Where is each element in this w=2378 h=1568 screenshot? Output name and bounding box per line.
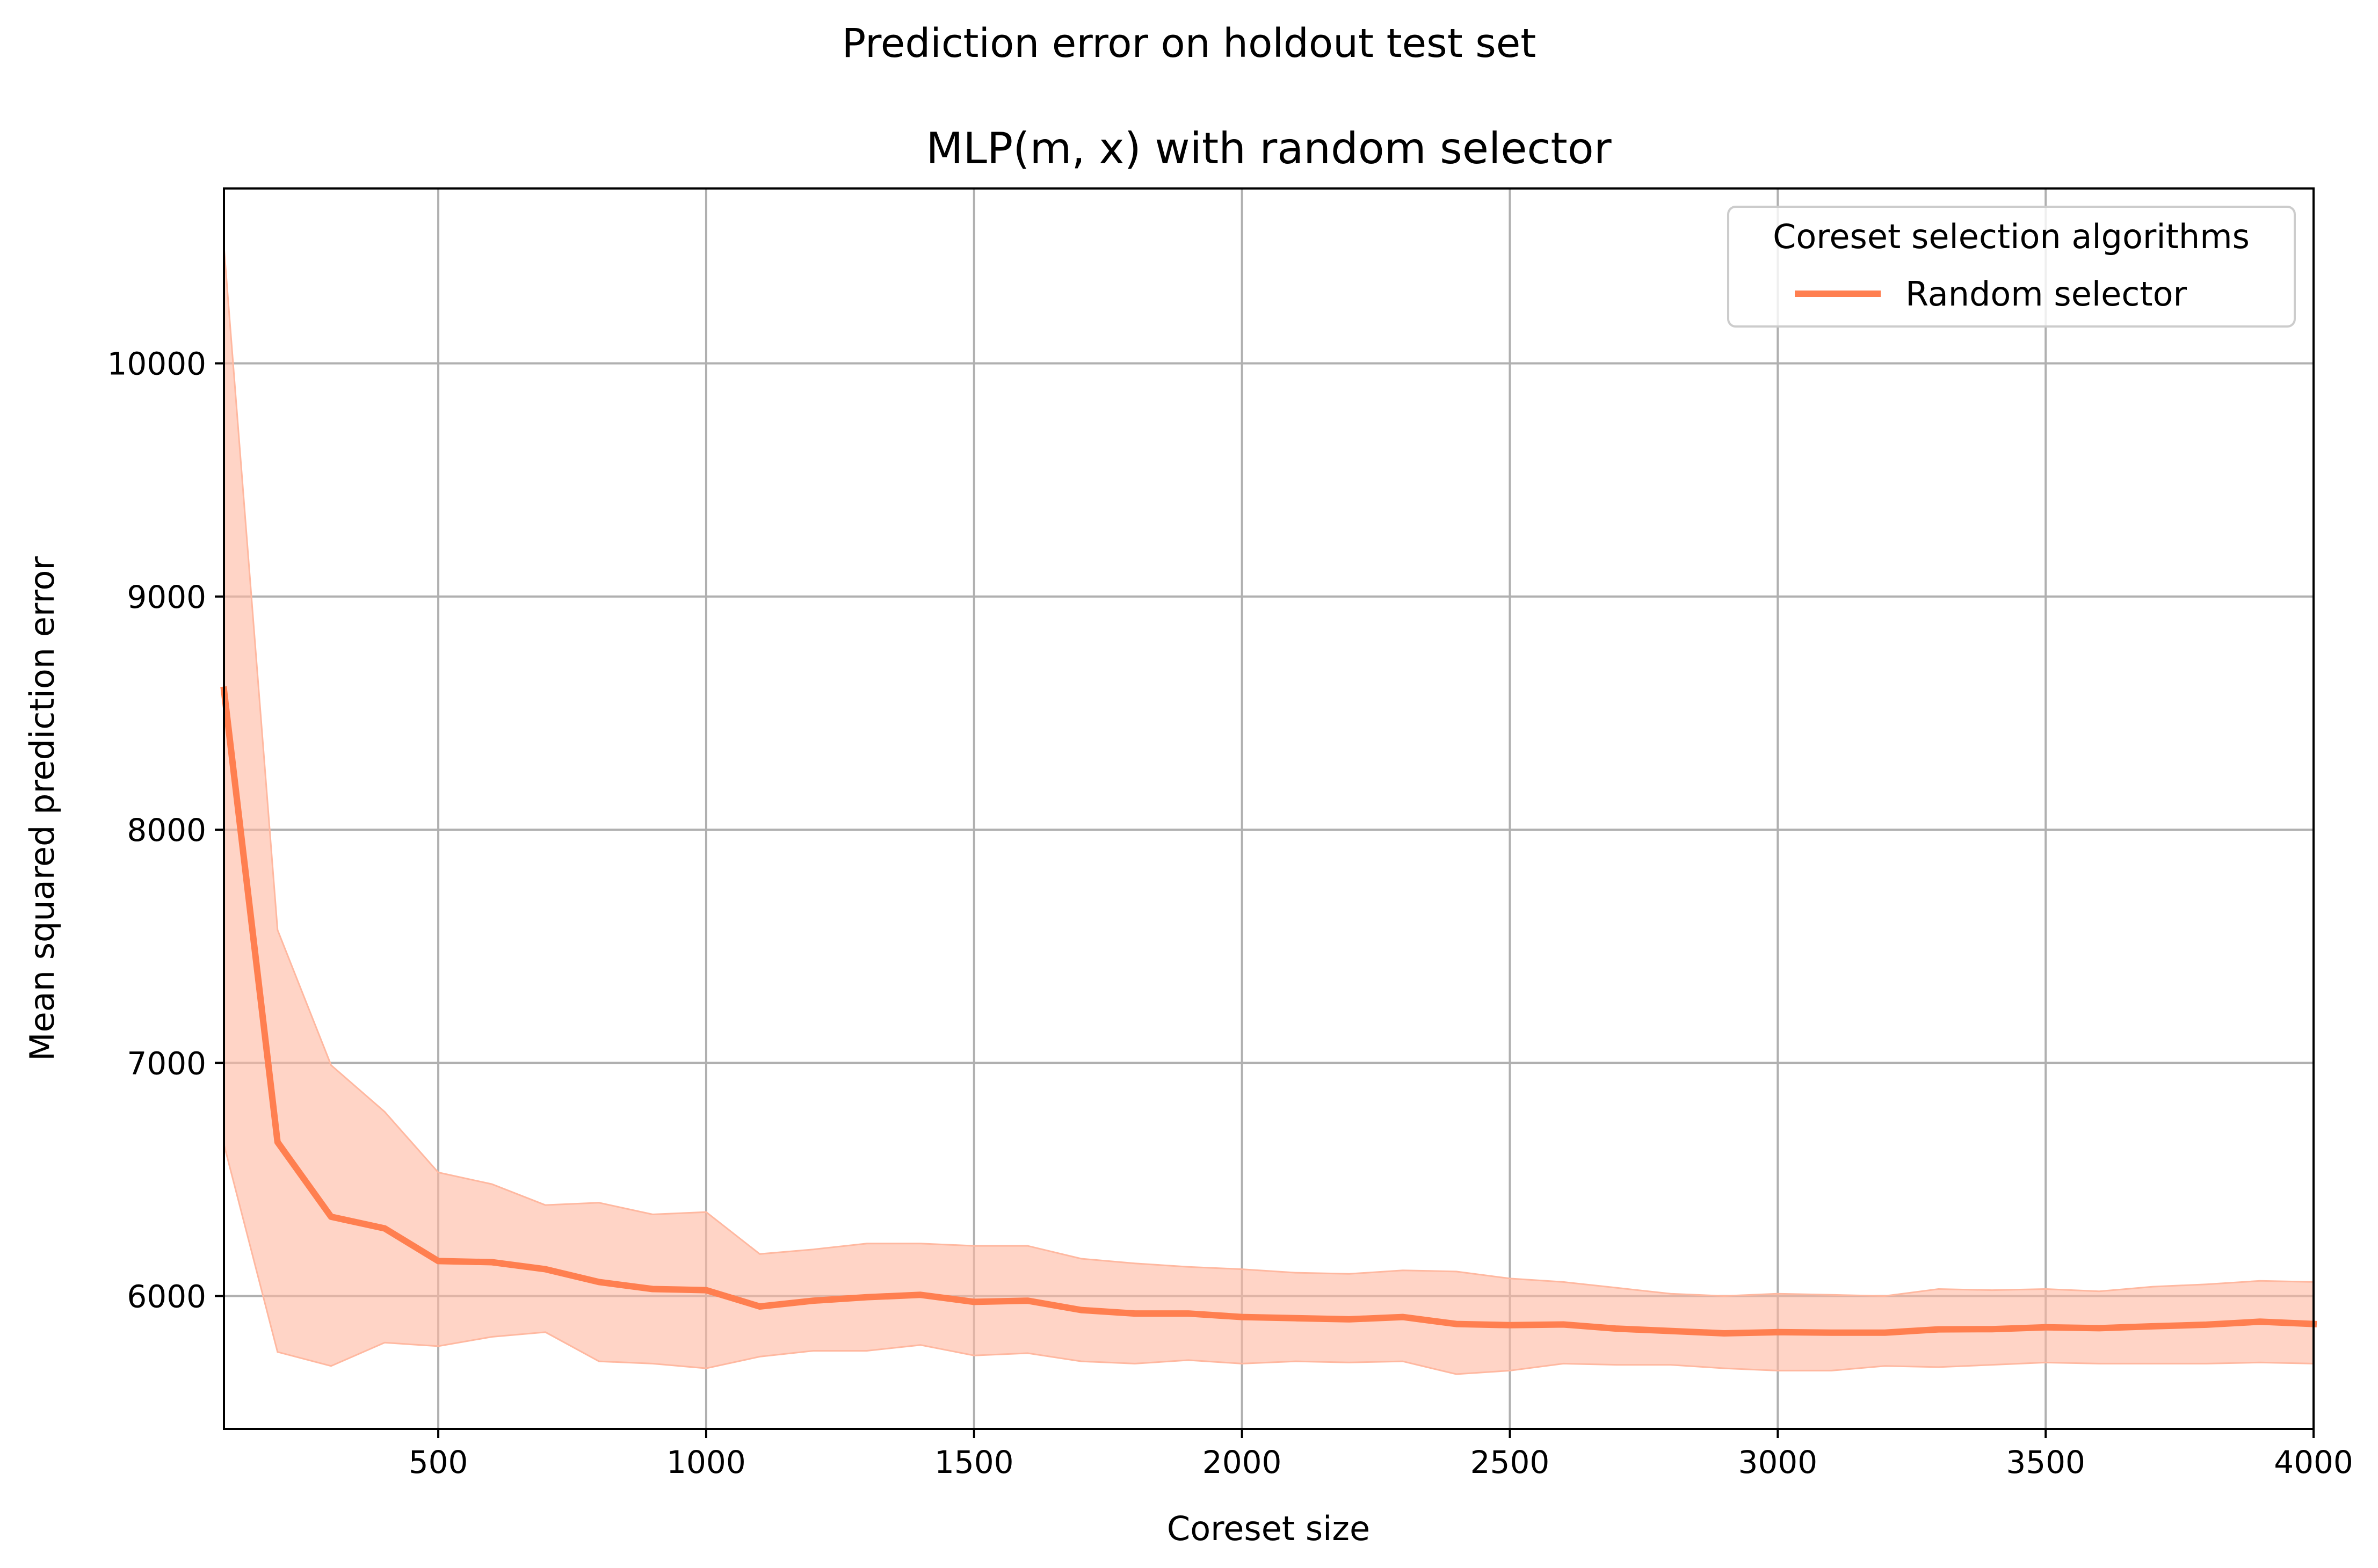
x-tick-label: 3500 bbox=[2006, 1444, 2085, 1480]
series-line-random-selector bbox=[220, 686, 2317, 1337]
x-tick-label: 500 bbox=[409, 1444, 468, 1480]
y-axis-label: Mean squared prediction error bbox=[23, 556, 62, 1061]
x-tick-label: 4000 bbox=[2274, 1444, 2353, 1480]
x-axis-ticks: 500 1000 1500 2000 2500 3000 3500 4000 bbox=[409, 1429, 2353, 1480]
plot-area-frame bbox=[223, 187, 2315, 1430]
y-tick-label: 7000 bbox=[127, 1045, 206, 1081]
y-tick-label: 9000 bbox=[127, 579, 206, 615]
y-tick-label: 10000 bbox=[107, 346, 206, 382]
x-axis-label: Coreset size bbox=[1167, 1509, 1370, 1548]
x-tick-label: 2000 bbox=[1202, 1444, 1282, 1480]
legend-label-random-selector: Random selector bbox=[1905, 274, 2187, 314]
figure-suptitle: Prediction error on holdout test set bbox=[842, 20, 1536, 67]
x-tick-label: 2500 bbox=[1470, 1444, 1550, 1480]
confidence-band-random-selector bbox=[223, 246, 2315, 1375]
y-tick-label: 6000 bbox=[127, 1279, 206, 1315]
x-tick-label: 3000 bbox=[1738, 1444, 1818, 1480]
legend-title: Coreset selection algorithms bbox=[1773, 217, 2250, 256]
confidence-bands bbox=[223, 246, 2315, 1375]
legend: Coreset selection algorithms Random sele… bbox=[1727, 206, 2296, 328]
chart-title: MLP(m, x) with random selector bbox=[926, 124, 1612, 173]
series-lines bbox=[220, 686, 2317, 1337]
x-tick-label: 1000 bbox=[666, 1444, 746, 1480]
y-tick-label: 8000 bbox=[127, 812, 206, 848]
y-axis-ticks: 6000 7000 8000 9000 10000 bbox=[107, 346, 224, 1315]
x-tick-label: 1500 bbox=[934, 1444, 1014, 1480]
